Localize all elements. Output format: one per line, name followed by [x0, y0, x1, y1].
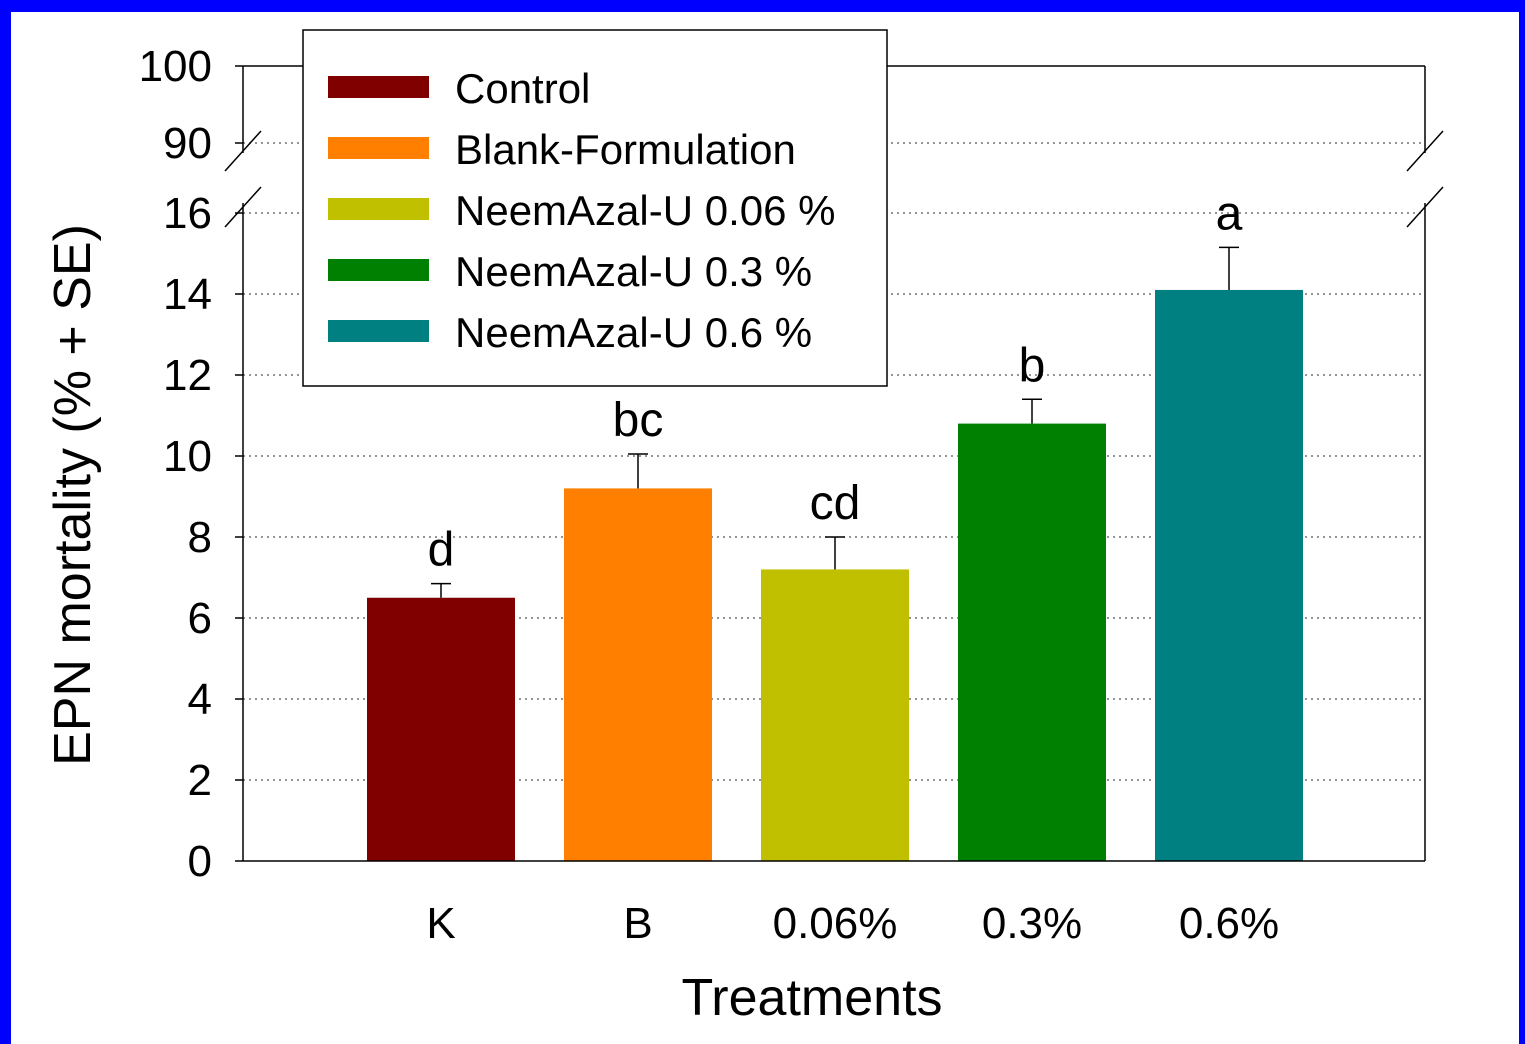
- y-tick-label: 16: [163, 189, 212, 238]
- y-tick-label: 8: [188, 513, 212, 562]
- y-tick-label: 14: [163, 270, 212, 319]
- bar-0.06%: [761, 569, 909, 861]
- x-tick-label: 0.6%: [1179, 899, 1279, 948]
- bar-0.3%: [958, 423, 1106, 861]
- bar-0.6%: [1155, 289, 1303, 861]
- significance-letter: a: [1216, 187, 1243, 240]
- axis-break-mark: [1406, 130, 1444, 172]
- axis-break-mark: [1406, 186, 1444, 228]
- y-tick-label: 6: [188, 594, 212, 643]
- legend-label: Blank-Formulation: [455, 126, 796, 173]
- legend-label: NeemAzal-U 0.06 %: [455, 187, 835, 234]
- legend-label: NeemAzal-U 0.3 %: [455, 248, 812, 295]
- legend-swatch: [328, 259, 429, 281]
- y-tick-label: 90: [163, 119, 212, 168]
- significance-letter: bc: [613, 394, 664, 447]
- legend-swatch: [328, 137, 429, 159]
- significance-letters: d bc cd b a: [428, 187, 1243, 576]
- legend-swatch: [328, 320, 429, 342]
- x-tick-label: 0.06%: [773, 899, 898, 948]
- y-tick-label: 4: [188, 675, 212, 724]
- significance-letter: b: [1019, 339, 1046, 392]
- legend-label: Control: [455, 65, 590, 112]
- legend: Control Blank-Formulation NeemAzal-U 0.06 …: [302, 29, 888, 387]
- axis-break-mark: [224, 130, 262, 172]
- bar-B: [564, 488, 712, 861]
- y-tick-label: 10: [163, 432, 212, 481]
- y-tick-label: 100: [139, 42, 212, 91]
- y-axis-label: EPN mortality (% + SE): [44, 224, 102, 766]
- x-tick-label: K: [426, 899, 455, 948]
- legend-label: NeemAzal-U 0.6 %: [455, 309, 812, 356]
- significance-letter: d: [428, 524, 455, 577]
- y-tick-label: 12: [163, 351, 212, 400]
- y-ticks: 0 2 4 6 8 10 12 14 16 90 100: [139, 42, 243, 886]
- x-tick-label: 0.3%: [982, 899, 1082, 948]
- legend-swatch: [328, 76, 429, 98]
- bars: [367, 246, 1303, 861]
- legend-swatch: [328, 198, 429, 220]
- axis-break-mark: [224, 186, 262, 228]
- bar-K: [367, 597, 515, 861]
- x-axis-label: Treatments: [681, 969, 942, 1027]
- x-ticks: K B 0.06% 0.3% 0.6%: [426, 899, 1279, 948]
- y-tick-label: 2: [188, 756, 212, 805]
- y-tick-label: 0: [188, 837, 212, 886]
- significance-letter: cd: [810, 477, 861, 530]
- x-tick-label: B: [623, 899, 652, 948]
